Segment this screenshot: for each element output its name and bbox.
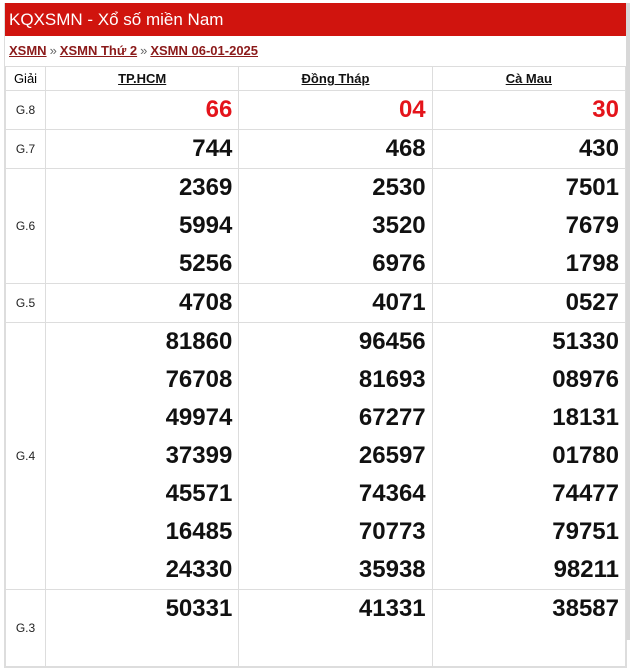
prize-number: 26597 <box>358 442 426 469</box>
results-panel: KQXSMN - Xổ số miền Nam XSMN» XSMN Thứ 2»… <box>4 3 627 668</box>
prize-number: 98211 <box>553 556 619 583</box>
prize-number: 41331 <box>358 595 426 622</box>
prize-number: 08976 <box>552 366 619 393</box>
prize-cell: 2369 5994 5256 <box>44 168 240 284</box>
prize-cell: 7501 7679 1798 <box>431 168 627 284</box>
province-link[interactable]: TP.HCM <box>118 71 167 86</box>
prize-row-g8: G.8 66 04 30 <box>5 90 627 130</box>
prize-label: G.3 <box>5 589 46 667</box>
prize-number: 74364 <box>358 480 426 507</box>
prize-cell: 30 <box>431 90 627 130</box>
prize-number: 37399 <box>165 442 233 469</box>
prize-label: G.8 <box>5 90 46 130</box>
prize-cell: 66 <box>44 90 240 130</box>
breadcrumb-separator: » <box>49 43 57 58</box>
prize-cell: 2530 3520 6976 <box>238 168 433 284</box>
prize-cell: 38587 <box>431 589 627 667</box>
panel-title: KQXSMN - Xổ số miền Nam <box>5 3 626 36</box>
prize-number: 45571 <box>165 480 233 507</box>
prize-number: 16485 <box>165 518 233 545</box>
breadcrumb-link-weekday[interactable]: XSMN Thứ 2 <box>59 43 138 58</box>
prize-number: 5994 <box>178 212 233 239</box>
prize-row-g4: G.4 81860 76708 49974 37399 45571 16485 24330 96… <box>5 322 627 590</box>
prize-number: 35938 <box>358 556 426 583</box>
prize-number: 67277 <box>358 404 426 431</box>
prize-cell: 96456 81693 67277 26597 74364 70773 35938 <box>238 322 433 590</box>
prize-number: 468 <box>385 135 426 162</box>
prize-number: 66 <box>205 96 233 123</box>
prize-number: 4708 <box>178 289 233 316</box>
prize-cell: 04 <box>238 90 433 130</box>
prize-cell: 50331 <box>44 589 240 667</box>
province-link[interactable]: Cà Mau <box>505 71 552 86</box>
prize-number: 2530 <box>372 174 426 201</box>
prize-number: 7501 <box>565 174 619 201</box>
prize-label: G.4 <box>5 322 46 590</box>
prize-number: 430 <box>578 135 619 162</box>
prize-cell: 4071 <box>238 283 433 323</box>
prize-number: 2369 <box>178 174 233 201</box>
province-link[interactable]: Đồng Tháp <box>301 71 370 86</box>
province-header-tphcm[interactable]: TP.HCM <box>44 66 240 91</box>
prize-row-g6: G.6 2369 5994 5256 2530 3520 6976 7501 7679 1798 <box>5 168 627 284</box>
prize-row-g3: G.3 50331 41331 38587 <box>5 589 627 667</box>
prize-number: 96456 <box>358 328 426 355</box>
breadcrumb-link-date[interactable]: XSMN 06-01-2025 <box>150 43 259 58</box>
prize-number: 1798 <box>565 250 619 277</box>
prize-number: 04 <box>398 96 426 123</box>
prize-number: 76708 <box>165 366 233 393</box>
breadcrumb-separator: » <box>140 43 148 58</box>
prize-cell: 744 <box>44 129 240 169</box>
province-header-dong-thap[interactable]: Đồng Tháp <box>238 66 433 91</box>
prize-cell: 81860 76708 49974 37399 45571 16485 24330 <box>44 322 240 590</box>
prize-number: 49974 <box>165 404 233 431</box>
prize-label: G.7 <box>5 129 46 169</box>
results-table: Giải TP.HCM Đồng Tháp Cà Mau G.8 66 04 30 G.… <box>5 66 627 667</box>
prize-number: 24330 <box>165 556 233 583</box>
prize-number: 744 <box>192 135 233 162</box>
prize-cell: 4708 <box>44 283 240 323</box>
prize-number: 51330 <box>552 328 619 355</box>
prize-number: 0527 <box>565 289 619 316</box>
prize-label: G.6 <box>5 168 46 284</box>
prize-number: 01780 <box>552 442 619 469</box>
province-header-ca-mau[interactable]: Cà Mau <box>431 66 627 91</box>
prize-number: 18131 <box>552 404 619 431</box>
prize-number: 81860 <box>165 328 233 355</box>
prize-row-g5: G.5 4708 4071 0527 <box>5 283 627 323</box>
prize-cell: 0527 <box>431 283 627 323</box>
prize-cell: 468 <box>238 129 433 169</box>
prize-number: 4071 <box>372 289 426 316</box>
prize-label: G.5 <box>5 283 46 323</box>
prize-cell: 51330 08976 18131 01780 74477 79751 98211 <box>431 322 627 590</box>
prize-cell: 41331 <box>238 589 433 667</box>
giai-header: Giải <box>5 66 46 91</box>
breadcrumb-link-xsmn[interactable]: XSMN <box>9 43 47 58</box>
prize-number: 79751 <box>552 518 619 545</box>
prize-number: 3520 <box>372 212 426 239</box>
scrollbar[interactable] <box>626 3 630 640</box>
prize-number: 5256 <box>178 250 233 277</box>
prize-number: 38587 <box>552 595 619 622</box>
prize-number: 6976 <box>372 250 426 277</box>
prize-number: 30 <box>592 96 619 123</box>
prize-cell: 430 <box>431 129 627 169</box>
prize-number: 50331 <box>165 595 233 622</box>
prize-number: 7679 <box>565 212 619 239</box>
breadcrumb: XSMN» XSMN Thứ 2» XSMN 06-01-2025 <box>5 36 626 66</box>
prize-number: 74477 <box>552 480 619 507</box>
prize-row-g7: G.7 744 468 430 <box>5 129 627 169</box>
prize-number: 70773 <box>358 518 426 545</box>
prize-number: 81693 <box>358 366 426 393</box>
